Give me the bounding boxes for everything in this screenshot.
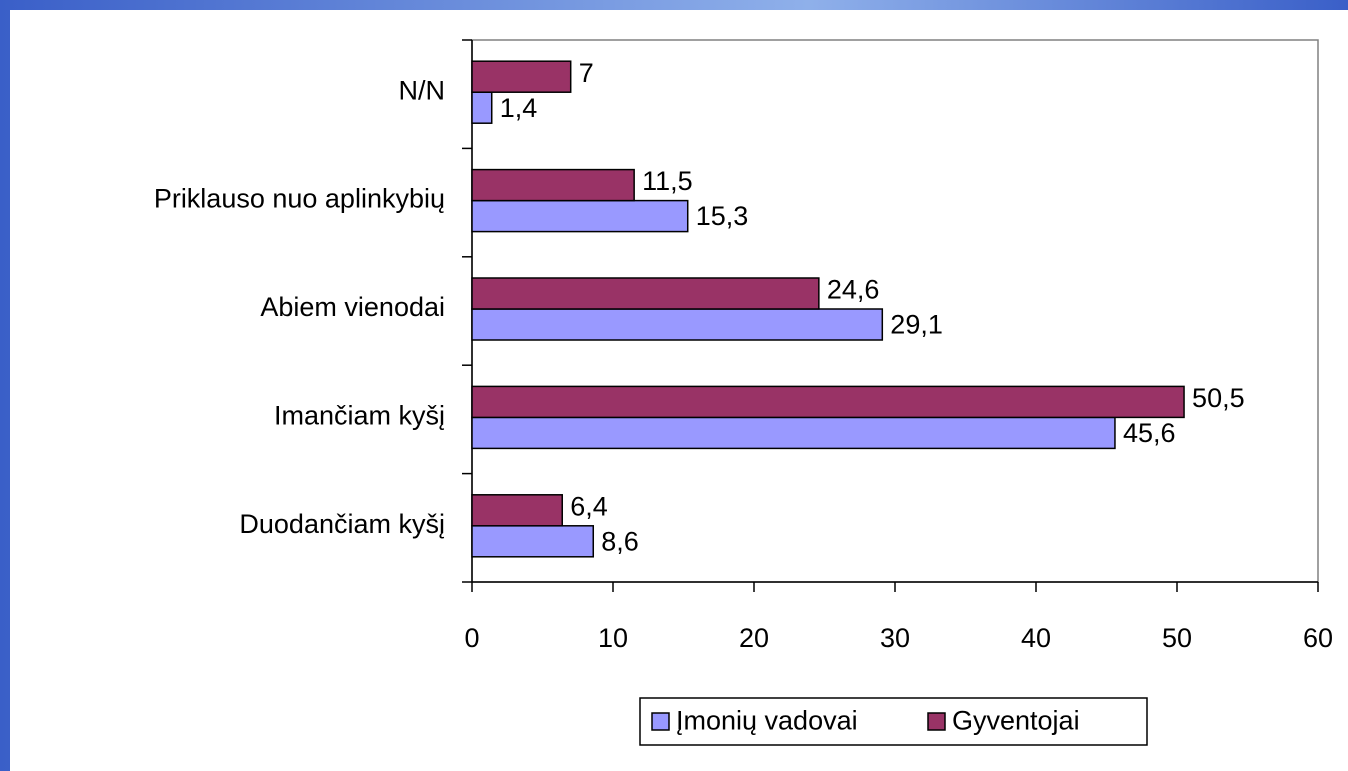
bar <box>471 168 635 202</box>
x-tick-label: 40 <box>1021 623 1051 653</box>
bar <box>471 199 689 233</box>
y-tick-label: Priklauso nuo aplinkybių <box>154 184 445 214</box>
value-label: 24,6 <box>827 275 880 305</box>
x-tick-label: 50 <box>1162 623 1192 653</box>
bar <box>471 525 595 558</box>
bar <box>471 494 563 527</box>
bar <box>471 277 820 310</box>
value-label: 8,6 <box>601 526 639 556</box>
x-tick-label: 10 <box>598 623 628 653</box>
bar <box>471 308 884 341</box>
bar <box>471 416 1116 450</box>
bar <box>471 60 572 93</box>
value-label: 6,4 <box>570 491 608 521</box>
value-label: 50,5 <box>1192 383 1245 413</box>
bar <box>471 91 493 124</box>
x-tick-label: 20 <box>739 623 769 653</box>
y-tick-label: Abiem vienodai <box>260 292 445 322</box>
value-label: 11,5 <box>642 166 693 196</box>
x-tick-label: 0 <box>464 623 479 653</box>
x-tick-label: 60 <box>1303 623 1333 653</box>
value-label: 45,6 <box>1123 418 1176 448</box>
value-label: 29,1 <box>890 310 943 340</box>
y-tick-label: N/N <box>399 75 446 105</box>
bar <box>471 385 1185 419</box>
value-label: 7 <box>579 58 594 88</box>
legend-label: Gyventojai <box>952 706 1080 736</box>
y-tick-label: Imančiam kyšį <box>274 401 445 431</box>
legend-swatch <box>927 712 946 731</box>
x-tick-label: 30 <box>880 623 910 653</box>
value-label: 1,4 <box>500 93 538 123</box>
legend-box <box>639 697 1148 746</box>
y-tick-label: Duodančiam kyšį <box>239 509 445 539</box>
legend-swatch <box>651 712 670 731</box>
value-label: 15,3 <box>696 201 749 231</box>
legend-label: Įmonių vadovai <box>676 706 858 736</box>
